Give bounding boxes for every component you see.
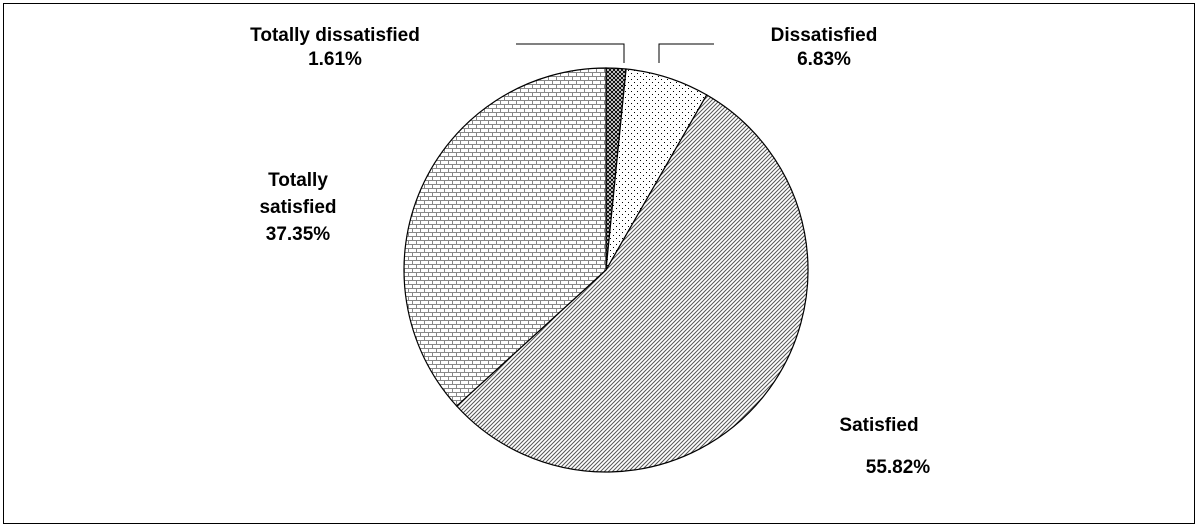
value-dissatisfied: 6.83% [797,49,851,70]
label-totally-satisfied-line2: satisfied [259,197,336,218]
leader-line-totally-dissatisfied [516,43,625,63]
slice-satisfied [455,94,809,473]
value-satisfied: 55.82% [866,457,931,478]
label-totally-dissatisfied: Totally dissatisfied [250,25,420,46]
label-satisfied: Satisfied [839,415,918,436]
slice-totally-satisfied [403,67,607,407]
pie-slices [403,67,809,473]
value-totally-dissatisfied: 1.61% [308,49,362,70]
label-dissatisfied: Dissatisfied [771,25,878,46]
value-totally-satisfied: 37.35% [266,224,331,245]
leader-line-dissatisfied [658,43,714,63]
label-totally-satisfied-line1: Totally [268,170,328,191]
